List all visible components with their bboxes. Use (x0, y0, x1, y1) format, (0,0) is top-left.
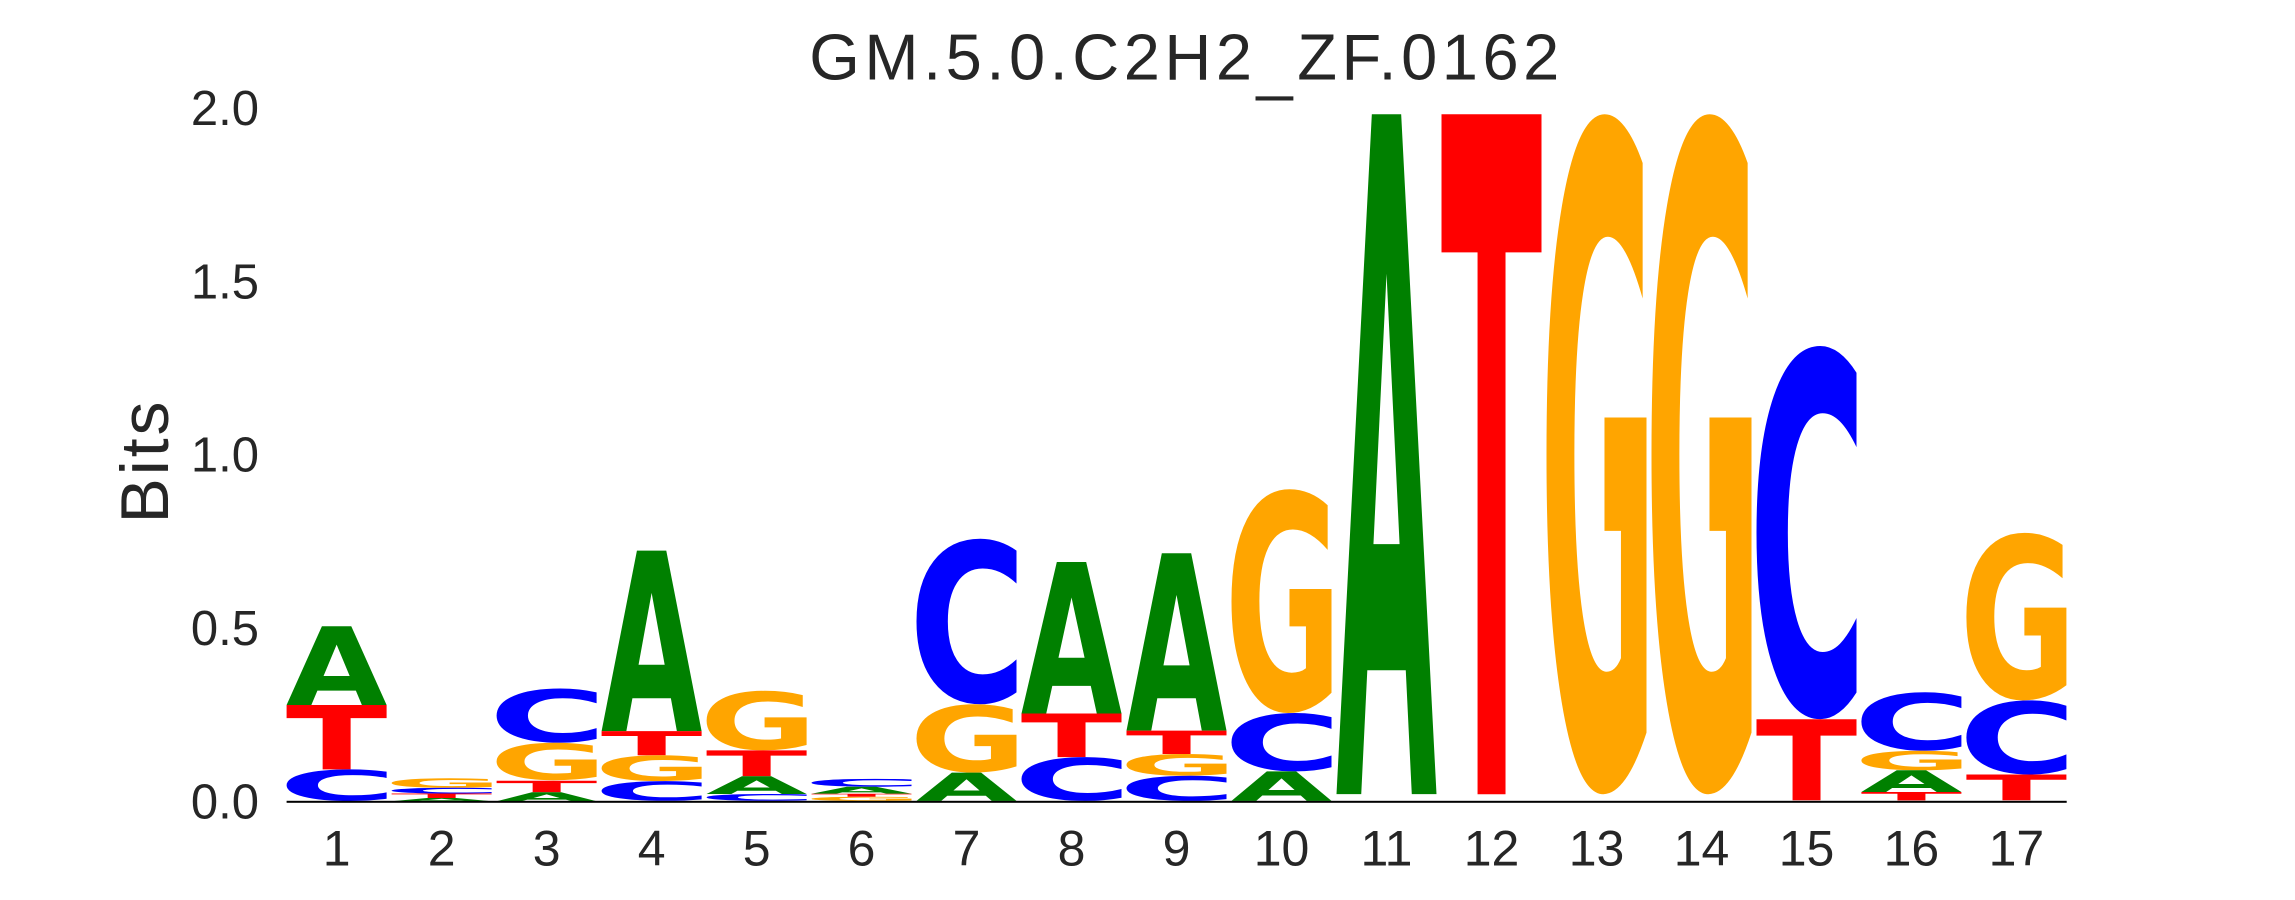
svg-text:4: 4 (638, 820, 666, 876)
svg-text:14: 14 (1674, 820, 1730, 876)
svg-text:17: 17 (1989, 820, 2045, 876)
svg-text:8: 8 (1058, 820, 1086, 876)
svg-text:0.0: 0.0 (191, 775, 259, 829)
svg-text:6: 6 (848, 820, 876, 876)
svg-text:11: 11 (1361, 820, 1413, 876)
svg-text:Bits: Bits (107, 402, 183, 524)
svg-text:1.5: 1.5 (191, 255, 259, 309)
svg-text:13: 13 (1569, 820, 1625, 876)
svg-text:1: 1 (323, 820, 351, 876)
svg-text:7: 7 (953, 820, 981, 876)
svg-text:1.0: 1.0 (191, 429, 259, 483)
svg-text:0.5: 0.5 (191, 602, 259, 656)
svg-text:9: 9 (1163, 820, 1191, 876)
svg-text:2: 2 (428, 820, 456, 876)
svg-text:12: 12 (1464, 820, 1520, 876)
svg-text:2.0: 2.0 (191, 82, 259, 136)
svg-text:10: 10 (1254, 820, 1310, 876)
svg-text:3: 3 (533, 820, 561, 876)
svg-text:16: 16 (1884, 820, 1940, 876)
svg-text:5: 5 (743, 820, 771, 876)
svg-text:15: 15 (1779, 820, 1835, 876)
svg-text:GM.5.0.C2H2_ZF.0162: GM.5.0.C2H2_ZF.0162 (809, 21, 1559, 102)
